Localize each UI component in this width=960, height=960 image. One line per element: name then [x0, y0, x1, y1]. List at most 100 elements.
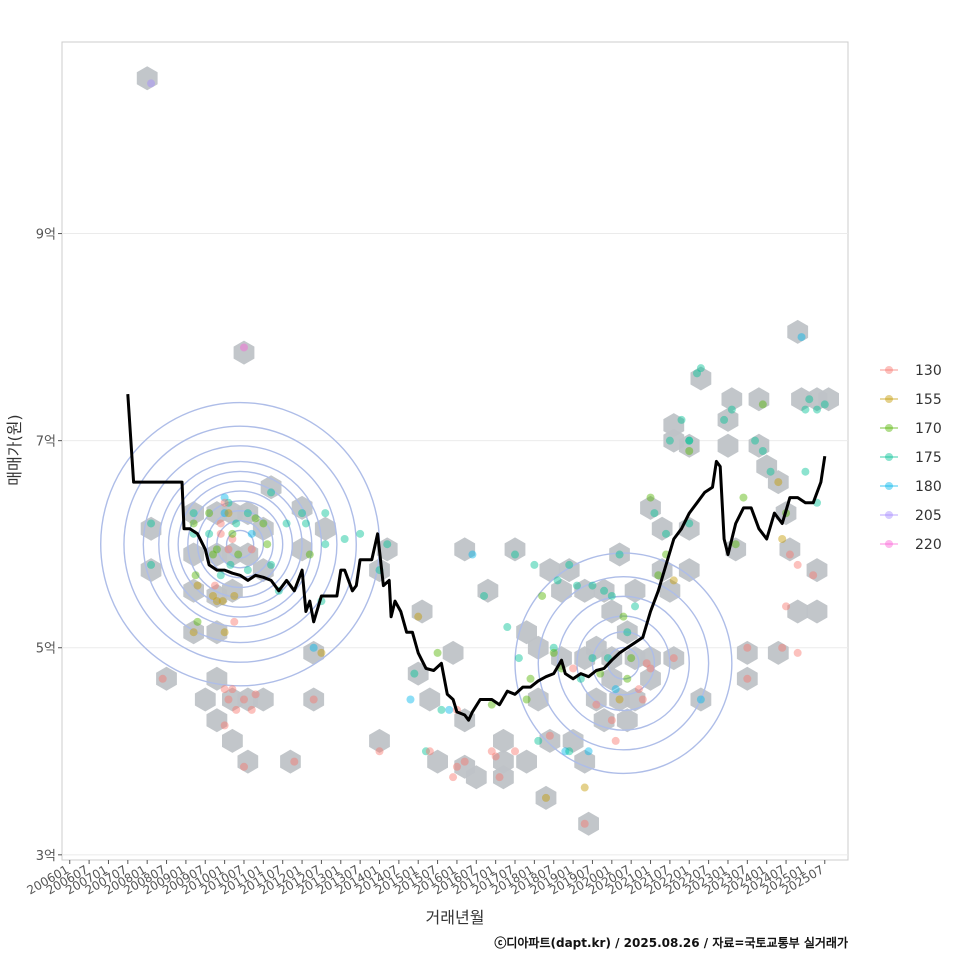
hexbin: [578, 811, 599, 836]
scatter-point: [584, 747, 593, 756]
hexbin: [787, 599, 809, 624]
scatter-point: [468, 550, 477, 559]
scatter-point: [813, 405, 822, 414]
scatter-point: [654, 571, 663, 580]
hexbin: [477, 578, 499, 603]
scatter-point: [569, 664, 578, 673]
scatter-point: [743, 674, 752, 683]
scatter-point: [205, 529, 214, 538]
hexbin: [376, 537, 398, 562]
scatter-point: [301, 519, 310, 528]
scatter-point: [259, 519, 268, 528]
hexbin: [252, 516, 274, 541]
scatter-point: [232, 519, 241, 528]
scatter-point: [592, 700, 601, 709]
hexbin: [640, 495, 661, 520]
scatter-point: [805, 395, 814, 404]
scatter-point: [243, 509, 252, 518]
scatter-point: [414, 612, 423, 621]
scatter-point: [611, 736, 620, 745]
density-contour: [556, 595, 690, 731]
hexbin: [601, 666, 623, 691]
scatter-point: [665, 436, 674, 445]
scatter-point: [239, 343, 248, 352]
scatter-point: [685, 519, 694, 528]
scatter-point: [758, 447, 767, 455]
hexbin: [562, 728, 584, 753]
hexbin: [748, 433, 770, 458]
scatter-point: [425, 747, 434, 756]
scatter-point: [793, 648, 802, 657]
scatter-point: [251, 690, 260, 699]
hexbin: [442, 640, 464, 665]
scatter-point: [588, 654, 597, 663]
scatter-point: [634, 685, 643, 694]
scatter-point: [638, 695, 647, 704]
scatter-point: [514, 654, 523, 663]
y-tick-label: 3억: [36, 849, 56, 864]
scatter-point: [216, 571, 225, 580]
density-contour: [158, 460, 323, 628]
scatter-point: [503, 623, 512, 632]
hexbin: [539, 728, 561, 753]
scatter-point: [662, 529, 671, 538]
scatter-point: [692, 369, 701, 378]
hexbin: [535, 785, 557, 810]
hexbin: [721, 387, 743, 412]
scatter-point: [534, 736, 543, 745]
scatter-point: [797, 333, 806, 342]
density-contour: [123, 425, 357, 663]
scatter-point: [189, 628, 198, 637]
scatter-point: [209, 591, 218, 600]
y-axis: 3억 5억 7억 9억: [36, 228, 62, 864]
scatter-point: [576, 674, 585, 683]
scatter-point: [220, 721, 229, 730]
scatter-point: [317, 648, 326, 657]
scatter-point: [511, 747, 520, 756]
scatter-point: [669, 654, 678, 663]
hexbin: [717, 433, 739, 458]
hexbin: [616, 708, 638, 733]
scatter-point: [487, 700, 496, 709]
x-axis: 2006012006072007012007072008012008072009…: [25, 860, 826, 898]
scatter-point: [191, 571, 200, 580]
scatter-point: [739, 493, 748, 502]
scatter-point: [375, 747, 384, 756]
scatter-point: [247, 705, 256, 714]
scatter-point: [224, 695, 233, 704]
scatter-point: [530, 560, 539, 569]
scatter-point: [445, 705, 454, 714]
scatter-point: [774, 478, 783, 487]
scatter-point: [538, 591, 547, 600]
hexbin: [558, 558, 580, 583]
hexbin: [156, 666, 177, 691]
density-contour: [187, 490, 294, 599]
scatter-point: [298, 509, 307, 518]
scatter-point: [147, 519, 156, 528]
scatter-point: [580, 819, 589, 828]
hexbin: [465, 765, 487, 790]
scatter-point: [631, 602, 640, 611]
scatter-point: [247, 545, 256, 554]
scatter-point: [243, 566, 252, 575]
scatter-point: [216, 519, 225, 528]
scatter-point: [212, 545, 221, 554]
scatter-point: [480, 591, 489, 600]
hexbin: [427, 749, 448, 774]
hexbin: [601, 599, 623, 624]
hexbin: [551, 646, 572, 671]
scatter-point: [685, 436, 694, 445]
hexbin: [736, 640, 758, 665]
hexbin: [419, 687, 441, 712]
scatter-point: [526, 674, 535, 683]
legend-label: 180: [915, 479, 942, 495]
scatter-point: [677, 415, 686, 424]
hexbin: [527, 635, 549, 660]
legend-label: 220: [915, 537, 942, 553]
hexbin: [314, 516, 336, 541]
scatter-point: [685, 447, 694, 455]
hexbin: [493, 749, 514, 774]
scatter-point: [650, 509, 659, 518]
hexbin: [252, 687, 274, 712]
density-contour: [206, 510, 274, 579]
